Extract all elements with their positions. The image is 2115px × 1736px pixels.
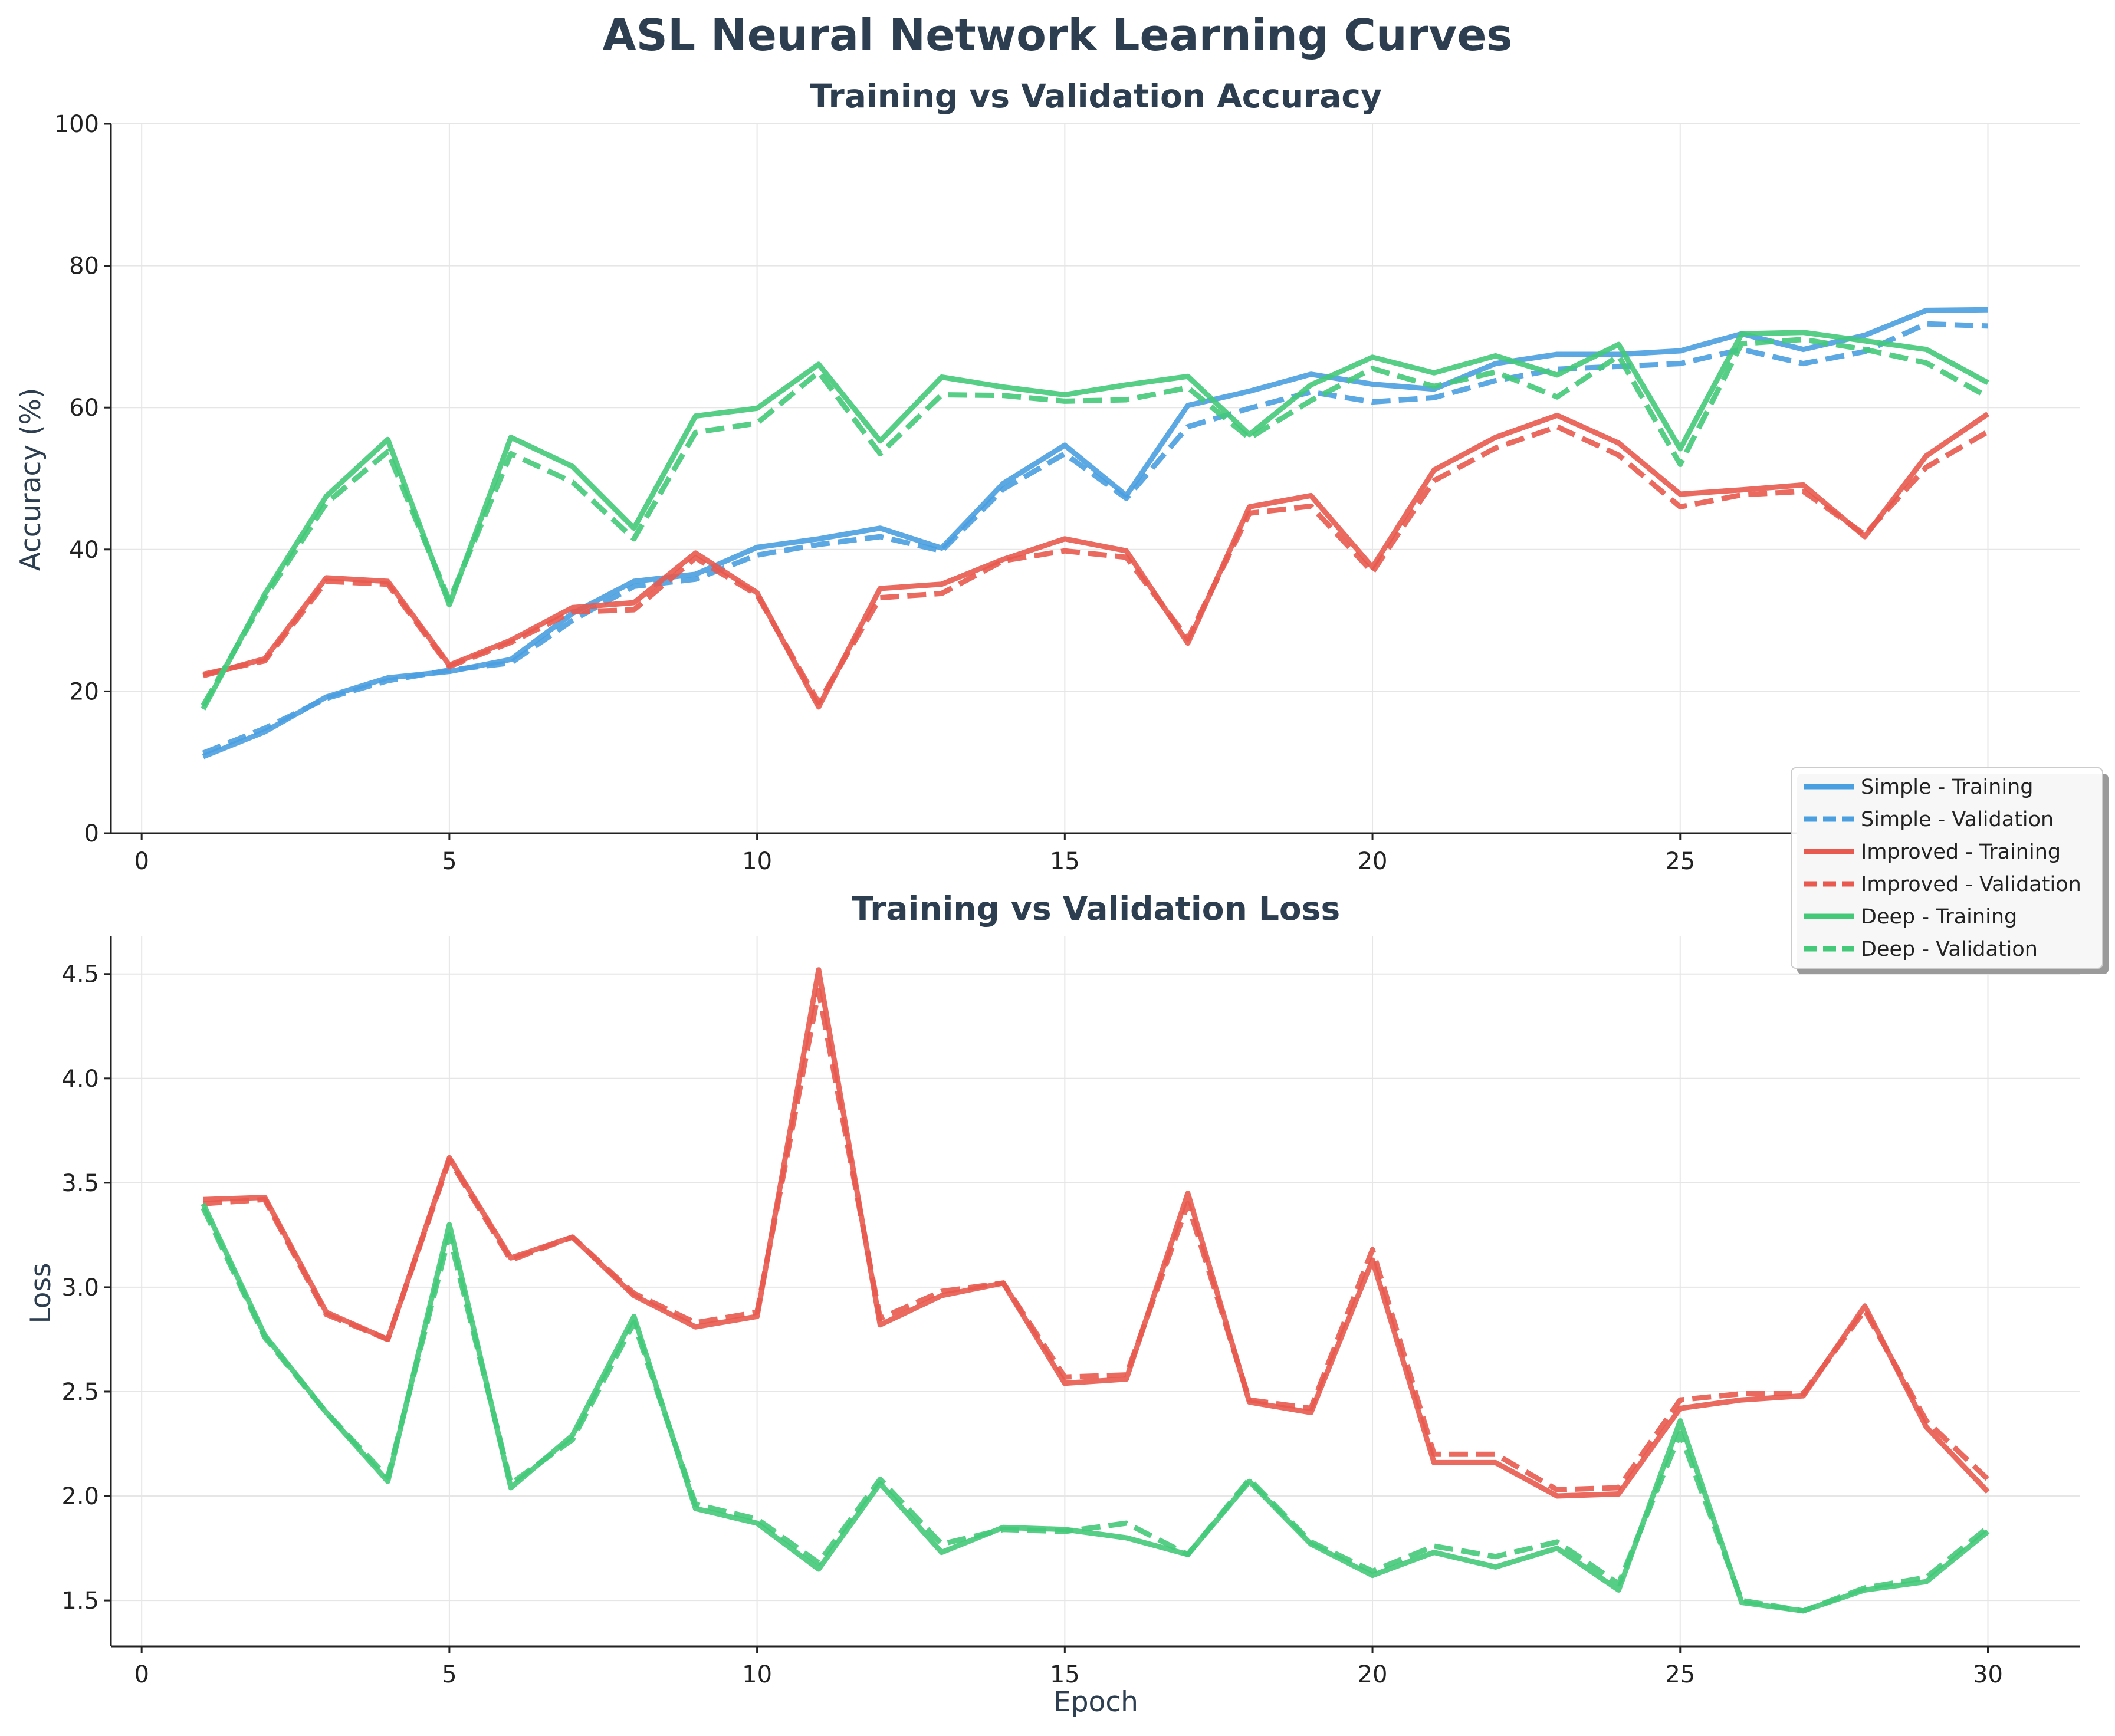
loss-y-axis-label: Loss (25, 1262, 57, 1323)
legend-label: Simple - Validation (1861, 808, 2054, 831)
accuracy-y-tick-label: 0 (84, 820, 99, 847)
loss-x-tick-label: 10 (742, 1661, 772, 1688)
loss-y-tick-label: 4.0 (61, 1066, 99, 1093)
loss-series-deep-validation (201, 1206, 1990, 1614)
figure-title: ASL Neural Network Learning Curves (602, 10, 1512, 61)
loss-y-tick-label: 2.5 (61, 1379, 99, 1406)
accuracy-y-tick-label: 40 (69, 537, 99, 564)
accuracy-series-simple-validation (202, 321, 1988, 756)
legend: Simple - Training Simple - Validation Impr… (1791, 767, 2109, 974)
accuracy-y-tick-label: 60 (69, 394, 99, 422)
accuracy-series-improved-validation (202, 424, 1989, 706)
loss-y-tick-label: 4.5 (61, 961, 99, 988)
accuracy-y-axis-label: Accuracy (%) (15, 388, 47, 571)
legend-label: Deep - Training (1861, 905, 2017, 929)
loss-x-tick-label: 20 (1358, 1661, 1388, 1688)
accuracy-x-tick-label: 15 (1050, 848, 1080, 875)
accuracy-x-tick-label: 25 (1665, 848, 1695, 875)
loss-x-tick-label: 25 (1665, 1661, 1695, 1688)
accuracy-y-tick-label: 20 (69, 678, 99, 705)
loss-y-tick-label: 3.0 (61, 1274, 99, 1301)
loss-x-axis-label: Epoch (1053, 1686, 1138, 1718)
legend-label: Improved - Validation (1861, 873, 2081, 896)
accuracy-x-tick-label: 10 (742, 848, 772, 875)
accuracy-series-deep-training (201, 330, 1989, 711)
loss-x-tick-label: 0 (134, 1661, 149, 1688)
accuracy-y-tick-label: 80 (69, 253, 99, 280)
loss-panel: Training vs Validation Loss Loss Epoch 0… (25, 890, 2080, 1718)
legend-label: Simple - Training (1861, 775, 2034, 799)
loss-x-tick-label: 30 (1973, 1661, 2003, 1688)
loss-series-improved-validation (203, 988, 1990, 1492)
accuracy-panel: Training vs Validation Accuracy Accuracy… (15, 77, 2080, 875)
loss-x-tick-label: 5 (442, 1661, 457, 1688)
loss-y-tick-label: 2.0 (61, 1483, 99, 1510)
accuracy-x-tick-label: 0 (134, 848, 149, 875)
loss-y-tick-label: 3.5 (61, 1170, 99, 1197)
loss-y-tick-label: 1.5 (61, 1587, 99, 1615)
legend-label: Deep - Validation (1861, 938, 2038, 961)
accuracy-series-simple-training (202, 307, 1988, 760)
loss-x-tick-label: 15 (1050, 1661, 1080, 1688)
accuracy-x-tick-label: 5 (442, 848, 457, 875)
accuracy-x-tick-label: 20 (1358, 848, 1388, 875)
accuracy-y-tick-label: 100 (54, 111, 99, 138)
legend-label: Improved - Training (1861, 840, 2061, 864)
legend-box (1791, 767, 2103, 969)
accuracy-panel-title: Training vs Validation Accuracy (810, 77, 1382, 115)
loss-panel-title: Training vs Validation Loss (852, 890, 1340, 928)
accuracy-series-deep-validation (201, 337, 1989, 707)
